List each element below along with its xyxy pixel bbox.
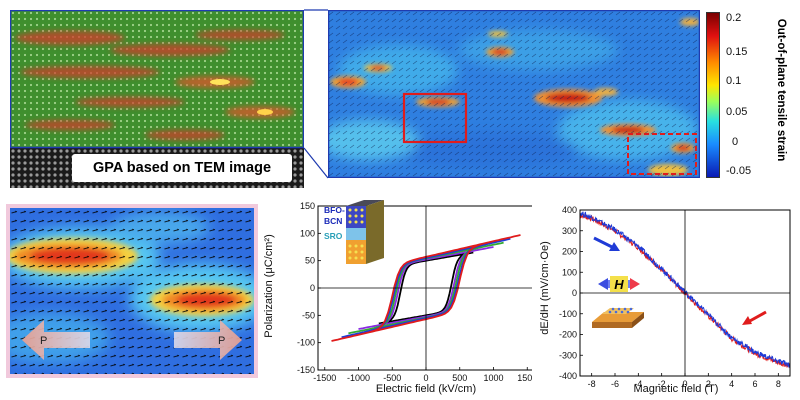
colorbar-tick: 0.05 xyxy=(726,106,748,118)
colorbar-tick: 0 xyxy=(732,136,739,148)
y-tick-label: 200 xyxy=(562,247,577,257)
hysteresis-chart: -1500-1000-500050010001500150100500-50-1… xyxy=(263,200,532,395)
sweep-down-arrow-icon xyxy=(593,236,620,251)
field-h-label: H xyxy=(614,277,624,292)
colorbar-tick: 0.1 xyxy=(726,75,742,87)
y-tick-label: -300 xyxy=(559,350,577,360)
x-tick-label: -6 xyxy=(611,379,619,389)
x-tick-label: -8 xyxy=(588,379,596,389)
layer-bfo-label: BFO- xyxy=(324,205,345,215)
tem-gpa-image xyxy=(10,10,304,188)
x-tick-label: 500 xyxy=(452,373,467,383)
colorbar-tick: -0.05 xyxy=(726,165,752,177)
right-arrow-label: P xyxy=(218,335,225,347)
y-tick-label: 100 xyxy=(300,228,315,238)
tem-gpa-panel xyxy=(10,10,304,188)
magnetoelectric-frame xyxy=(579,209,791,377)
x-tick-label: 1500 xyxy=(517,373,532,383)
x-tick-label: 0 xyxy=(423,373,428,383)
x-tick-label: -500 xyxy=(383,373,401,383)
layer-sro-label: SRO xyxy=(324,231,343,241)
y-tick-label: 400 xyxy=(562,205,577,215)
y-tick-label: 100 xyxy=(562,267,577,277)
strain-map-panel xyxy=(328,10,700,178)
left-arrow-label: P xyxy=(40,335,47,347)
x-tick-label: -1000 xyxy=(347,373,370,383)
y-tick-label: 300 xyxy=(562,226,577,236)
right-arrow-icon xyxy=(174,320,242,360)
polarization-map-image: P P xyxy=(0,208,270,374)
magnetoelectric-ylabel: dE/dH (mV/cm·Oe) xyxy=(539,241,551,335)
hysteresis-frame xyxy=(317,205,532,371)
y-tick-label: 150 xyxy=(300,201,315,211)
dashed-selection-box xyxy=(627,133,697,175)
colorbar-tick: 0.15 xyxy=(726,46,748,58)
strain-map-image xyxy=(328,10,700,178)
colorbar-title-text: Out-of-plane tensile strain xyxy=(775,18,787,162)
x-tick-label: 4 xyxy=(729,379,734,389)
y-tick-label: -100 xyxy=(559,309,577,319)
hysteresis-loop-black xyxy=(378,251,474,325)
hysteresis-ticks: -1500-1000-500050010001500150100500-50-1… xyxy=(297,201,532,383)
y-tick-label: -100 xyxy=(297,338,315,348)
x-tick-label: 1000 xyxy=(483,373,503,383)
hysteresis-loop-red xyxy=(331,234,521,342)
strain-colorbar xyxy=(706,12,720,178)
gpa-caption: GPA based on TEM image xyxy=(72,154,292,182)
magnetoelectric-ticks: -8 -6 -4 -2 0 2 4 6 8 400 300 200 100 0 -100 -200 -300 -4… xyxy=(559,205,781,389)
x-tick-label: 0 xyxy=(682,379,687,389)
x-tick-label: 2 xyxy=(706,379,711,389)
y-tick-label: -400 xyxy=(559,371,577,381)
left-arrow-icon xyxy=(22,320,90,360)
device-inset: H xyxy=(592,276,644,328)
x-tick-label: -4 xyxy=(634,379,642,389)
y-tick-label: -150 xyxy=(297,365,315,375)
x-tick-label: -2 xyxy=(658,379,666,389)
hysteresis-xlabel: Electric field (kV/cm) xyxy=(376,383,476,395)
y-tick-label: 50 xyxy=(305,256,315,266)
hysteresis-loop-purple xyxy=(358,246,494,330)
selection-box xyxy=(402,92,468,144)
magnetoelectric-xlabel: Magnetic field (T) xyxy=(634,383,719,395)
x-tick-label: -1500 xyxy=(313,373,336,383)
sweep-up-arrow-icon xyxy=(742,310,767,325)
y-tick-label: 0 xyxy=(310,283,315,293)
polarization-map-panel: P P xyxy=(0,204,270,378)
hysteresis-loop-green xyxy=(348,241,504,335)
hysteresis-ylabel: Polarization (μC/cm²) xyxy=(263,234,275,338)
x-tick-label: 8 xyxy=(776,379,781,389)
colorbar-title: Out-of-plane tensile strain xyxy=(770,10,792,180)
y-tick-label: -50 xyxy=(302,310,315,320)
colorbar-tick: 0.2 xyxy=(726,12,742,24)
hysteresis-loop-blue xyxy=(341,237,511,339)
y-tick-label: 0 xyxy=(572,288,577,298)
layer-stack-inset: BFO- BCN SRO xyxy=(324,200,384,264)
magnetoelectric-chart: -8 -6 -4 -2 0 2 4 6 8 400 300 200 100 0 -100 -200 -300 -4… xyxy=(539,205,791,395)
layer-bcn-label: BCN xyxy=(324,216,342,226)
hysteresis-curves xyxy=(331,234,521,342)
y-tick-label: -200 xyxy=(559,330,577,340)
x-tick-label: 6 xyxy=(752,379,757,389)
colorbar-ticks: 0.2 0.15 0.1 0.05 0 -0.05 xyxy=(726,10,766,180)
